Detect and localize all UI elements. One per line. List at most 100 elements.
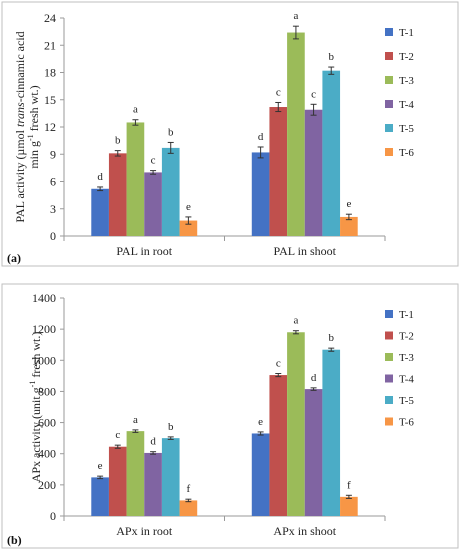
bar-t-3 <box>287 32 305 237</box>
significance-letter: e <box>346 198 351 210</box>
panel-label: (a) <box>7 251 21 265</box>
significance-letter: f <box>347 479 351 491</box>
bar-t-2 <box>269 107 288 237</box>
significance-letter: d <box>258 131 264 143</box>
x-category-label: PAL in root <box>116 244 172 258</box>
bar-t-4 <box>144 452 162 516</box>
legend-swatch-t-5 <box>385 124 393 132</box>
significance-letter: f <box>187 483 191 495</box>
bar-t-6 <box>179 220 198 236</box>
bar-t-1 <box>91 188 109 236</box>
y-tick-label: 18 <box>44 66 56 80</box>
significance-letter: c <box>311 88 316 100</box>
y-tick-label: 12 <box>44 120 56 134</box>
bar-t-3 <box>287 332 305 516</box>
legend-label: T-5 <box>399 395 414 407</box>
legend-label: T-1 <box>399 309 414 321</box>
panel-frame <box>1 283 459 549</box>
panel-label: (b) <box>7 533 22 547</box>
y-axis-label-line-2: min g-1 fresh wt.) <box>26 85 41 168</box>
legend-label: T-6 <box>399 147 414 159</box>
y-tick-label: 400 <box>38 447 56 461</box>
legend-swatch-t-2 <box>385 52 393 60</box>
legend-label: T-5 <box>399 123 414 135</box>
legend-label: T-4 <box>399 99 414 111</box>
y-tick-label: 6 <box>50 175 56 189</box>
y-tick-label: 200 <box>38 478 56 492</box>
bar-t-4 <box>304 389 323 516</box>
significance-letter: d <box>97 171 103 183</box>
legend-label: T-2 <box>399 331 414 343</box>
y-tick-label: 3 <box>50 202 56 216</box>
significance-letter: b <box>168 421 174 433</box>
panel-frame <box>1 1 459 267</box>
x-category-label: PAL in shoot <box>274 244 337 258</box>
bar-t-2 <box>269 375 288 516</box>
bar-t-4 <box>304 109 323 236</box>
significance-letter: d <box>311 372 317 384</box>
bar-t-6 <box>340 496 358 516</box>
y-tick-label: 21 <box>44 38 56 52</box>
legend-swatch-t-1 <box>385 310 393 318</box>
legend-label: T-1 <box>399 27 414 39</box>
bar-t-3 <box>126 431 145 516</box>
bar-t-1 <box>91 477 109 516</box>
significance-letter: c <box>276 86 281 98</box>
bar-t-5 <box>161 147 180 236</box>
significance-letter: b <box>328 51 334 63</box>
legend-swatch-t-5 <box>385 396 393 404</box>
legend-swatch-t-2 <box>385 331 393 340</box>
significance-letter: e <box>186 201 191 213</box>
bar-t-5 <box>322 349 341 516</box>
significance-letter: a <box>293 10 298 22</box>
significance-letter: e <box>98 460 103 472</box>
legend-swatch-t-3 <box>385 353 393 361</box>
significance-letter: b <box>328 332 334 344</box>
significance-letter: b <box>168 126 174 138</box>
significance-letter: c <box>115 429 120 441</box>
bar-t-6 <box>340 216 358 236</box>
legend-swatch-t-1 <box>385 28 393 36</box>
significance-letter: c <box>276 358 281 370</box>
x-category-label: APx in shoot <box>273 524 336 538</box>
bar-t-2 <box>108 153 127 236</box>
legend-swatch-t-3 <box>385 76 393 84</box>
x-category-label: APx in root <box>116 524 173 538</box>
y-tick-label: 0 <box>50 229 56 243</box>
legend-label: T-3 <box>399 352 414 364</box>
legend-label: T-3 <box>399 75 414 87</box>
legend-label: T-6 <box>399 417 414 429</box>
y-tick-label: 24 <box>44 11 56 25</box>
significance-letter: b <box>115 135 121 147</box>
significance-letter: a <box>133 414 138 426</box>
legend-label: T-4 <box>399 374 414 386</box>
legend-swatch-t-6 <box>385 148 393 156</box>
y-tick-label: 800 <box>38 384 56 398</box>
y-tick-label: 600 <box>38 416 56 430</box>
y-axis-label: APx activity (unit g-1 fresh wt.) <box>28 332 43 483</box>
y-tick-label: 9 <box>50 147 56 161</box>
bar-t-2 <box>108 446 127 516</box>
significance-letter: d <box>150 436 156 448</box>
y-tick-label: 1200 <box>32 322 56 336</box>
bar-t-5 <box>322 70 341 236</box>
panel-a: 0 3 6 9 12 15 18 21 24 d b a c b e PAL in root d c a c b e PAL… <box>1 1 459 267</box>
legend-swatch-t-4 <box>385 374 393 383</box>
legend-swatch-t-4 <box>385 100 393 108</box>
bar-t-1 <box>251 152 270 236</box>
y-tick-label: 0 <box>50 509 56 523</box>
bar-t-1 <box>251 433 270 516</box>
y-tick-label: 1400 <box>32 291 56 305</box>
significance-letter: a <box>133 104 138 116</box>
significance-letter: c <box>151 155 156 167</box>
y-tick-label: 1000 <box>32 353 56 367</box>
bar-t-3 <box>126 122 145 236</box>
significance-letter: a <box>293 315 298 327</box>
bar-t-4 <box>144 172 162 236</box>
bar-t-5 <box>161 438 180 516</box>
y-axis-label-line-1: PAL activity (µmol trans-cinnamic acid <box>13 31 27 222</box>
significance-letter: e <box>258 416 263 428</box>
legend-swatch-t-6 <box>385 417 393 426</box>
